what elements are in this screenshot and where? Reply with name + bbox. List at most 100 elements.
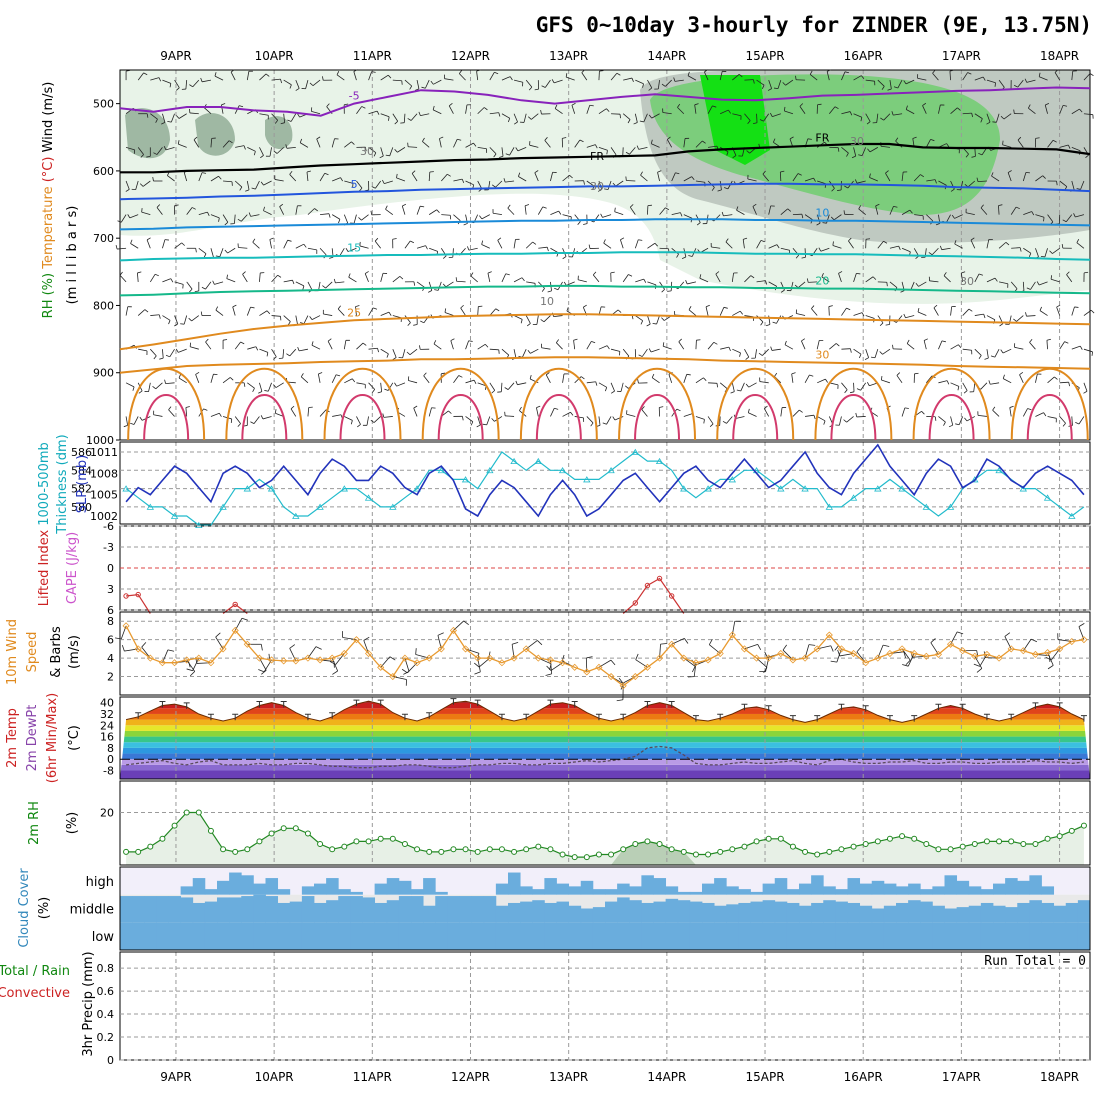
barb-flag xyxy=(759,119,764,122)
wind-barb xyxy=(477,416,481,426)
barb-flag xyxy=(773,87,779,90)
wind-barb xyxy=(901,407,906,417)
wind-speed-point xyxy=(910,649,918,658)
ylabel-part: 1000-500mb xyxy=(37,442,52,526)
wind-barb xyxy=(396,177,406,182)
barb-flag xyxy=(903,313,906,318)
wind-barb xyxy=(202,79,212,83)
cloud-middle-bar xyxy=(374,902,388,923)
wind-barb xyxy=(1059,105,1064,114)
wind-barb xyxy=(719,180,722,190)
wind-barb xyxy=(853,113,863,118)
wind-barb xyxy=(885,173,891,182)
wind-barb xyxy=(641,409,648,417)
wind-barb xyxy=(566,76,575,81)
cloud-high-bar xyxy=(277,889,291,895)
rh-point xyxy=(862,841,869,847)
rh-area xyxy=(126,812,1084,865)
wind-barb xyxy=(550,210,559,216)
barb-flag xyxy=(358,187,363,192)
thickness-point xyxy=(898,485,906,492)
rh-point xyxy=(280,825,287,832)
barb-flag xyxy=(1007,170,1012,173)
wind-barb xyxy=(317,373,321,383)
wind-barb xyxy=(804,374,810,384)
wind-barb xyxy=(1071,180,1075,190)
barb-flag xyxy=(957,386,960,391)
barb-flag xyxy=(433,340,437,345)
barb-flag xyxy=(661,289,665,293)
barb-flag xyxy=(586,656,593,659)
thickness-point xyxy=(704,485,712,492)
barb-flag xyxy=(642,83,644,88)
wind-barb xyxy=(821,276,830,283)
barb-flag xyxy=(125,189,130,192)
barb-flag xyxy=(770,346,773,351)
barb-flag xyxy=(245,189,250,192)
wind-barb xyxy=(148,382,151,392)
wind-barb xyxy=(1019,374,1024,383)
barb-flag xyxy=(295,88,300,91)
ytick-label: 4 xyxy=(107,652,114,665)
thickness-point xyxy=(631,448,640,455)
wind-barb xyxy=(853,312,863,316)
wind-speed-point xyxy=(655,654,664,662)
barb-flag xyxy=(430,80,434,85)
barb-flag xyxy=(1002,140,1004,145)
barb-flag xyxy=(1028,253,1032,258)
barb-flag xyxy=(1038,72,1041,77)
isotherm-30-lobe xyxy=(323,367,402,441)
barb-flag xyxy=(436,209,440,213)
barb-flag xyxy=(460,304,464,309)
barb-flag xyxy=(817,103,822,106)
wind-barb xyxy=(359,245,369,249)
wind-speed-point xyxy=(995,654,1003,662)
barb-flag xyxy=(1015,206,1020,210)
wind-barb xyxy=(853,273,857,283)
wind-speed-point xyxy=(813,645,821,653)
wind-barb xyxy=(167,175,175,182)
temp-minmax-marker xyxy=(498,713,505,721)
barb-flag xyxy=(156,204,161,208)
barb-flag xyxy=(595,381,598,386)
rh-point xyxy=(292,825,299,832)
cloud-middle-bar xyxy=(350,896,363,923)
temp-minmax-marker xyxy=(620,713,627,721)
barb-flag xyxy=(528,86,533,91)
wind-barb xyxy=(1083,113,1093,116)
cloud-middle-bar xyxy=(192,902,206,923)
isotherm-label: 15 xyxy=(347,242,361,255)
barb-flag xyxy=(764,405,768,409)
ytick-label: -8 xyxy=(103,765,114,778)
wind-barb xyxy=(433,343,442,350)
wind-barb xyxy=(465,180,474,186)
wind-barb xyxy=(465,379,475,384)
wind-speed-point xyxy=(704,656,712,664)
cloud-high-bar xyxy=(1029,875,1042,895)
wind-barb xyxy=(141,211,151,216)
wind-barb xyxy=(763,113,770,122)
wind-barb xyxy=(489,112,499,115)
temp-minmax-marker xyxy=(789,715,796,722)
barb-flag xyxy=(885,324,890,326)
barb-flag xyxy=(1054,376,1058,380)
wind-barb xyxy=(344,141,352,148)
panel-ylabel: Lifted Index xyxy=(37,529,52,606)
rh-point xyxy=(620,846,627,853)
lifted-index-point xyxy=(668,593,675,599)
barb-flag xyxy=(912,136,917,139)
wind-barb xyxy=(643,113,648,123)
barb-flag xyxy=(177,140,180,145)
wind-barb xyxy=(780,247,790,251)
barb-flag xyxy=(887,88,892,91)
wind-barb xyxy=(428,209,437,215)
barb-flag xyxy=(837,189,842,191)
ylabel-part: 10m Wind xyxy=(5,619,20,685)
wind-barb xyxy=(598,108,607,115)
temperature-band xyxy=(120,719,1090,726)
barb-flag xyxy=(394,149,398,153)
wind-barb xyxy=(622,274,629,283)
wind-barb xyxy=(723,214,733,217)
wind-barb xyxy=(917,311,927,316)
